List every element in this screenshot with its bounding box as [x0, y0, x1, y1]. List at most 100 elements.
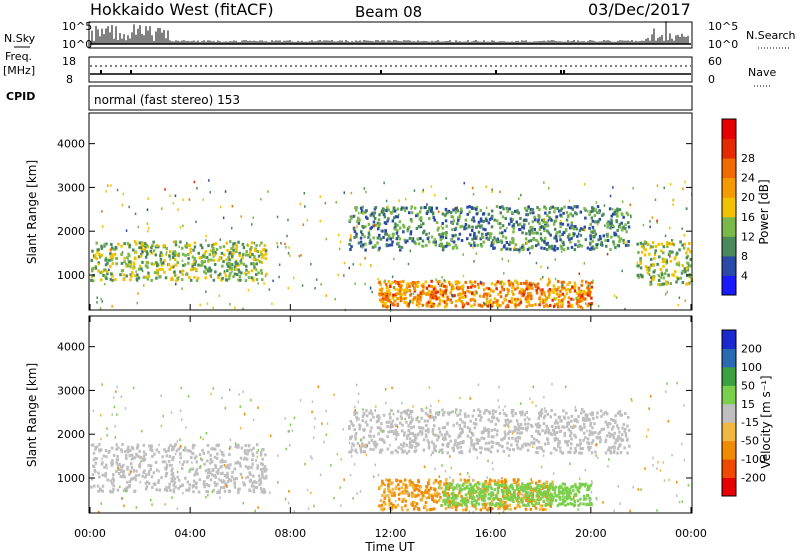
- data-cell: [501, 231, 504, 235]
- data-cell: [443, 284, 446, 288]
- data-cell: [546, 489, 550, 493]
- data-cell: [230, 247, 233, 251]
- data-cell: [419, 223, 423, 227]
- data-cell: [140, 267, 143, 271]
- data-cell: [543, 236, 547, 240]
- data-cell: [489, 232, 492, 236]
- data-cell: [503, 298, 507, 302]
- data-cell: [671, 273, 674, 277]
- data-cell: [147, 472, 151, 476]
- data-cell: [94, 253, 97, 257]
- data-cell: [624, 434, 628, 438]
- data-cell: [434, 444, 437, 448]
- data-cell: [174, 250, 177, 254]
- data-cell: [250, 246, 253, 250]
- data-cell: [596, 411, 599, 415]
- data-cell: [423, 419, 427, 423]
- data-cell: [585, 502, 589, 506]
- data-cell: [171, 467, 174, 471]
- data-cell: [567, 296, 571, 300]
- data-cell: [528, 303, 531, 307]
- data-cell: [250, 269, 254, 273]
- data-cell: [389, 210, 393, 214]
- data-cell: [485, 286, 489, 290]
- data-cell: [616, 244, 620, 247]
- data-cell: [234, 267, 238, 271]
- data-cell: [411, 491, 414, 495]
- data-cell: [441, 293, 445, 297]
- data-cell: [198, 466, 202, 469]
- data-cell: [172, 265, 175, 269]
- data-cell: [111, 305, 113, 308]
- data-cell: [447, 504, 450, 508]
- data-cell: [537, 240, 540, 244]
- data-cell: [471, 414, 475, 418]
- data-cell: [417, 237, 420, 241]
- data-cell: [415, 487, 418, 491]
- noise-right-label: N.Search: [746, 29, 796, 42]
- data-cell: [134, 240, 137, 244]
- data-cell: [570, 485, 573, 489]
- data-cell: [424, 489, 427, 493]
- data-cell: [681, 281, 685, 284]
- data-cell: [491, 303, 494, 307]
- data-cell: [591, 431, 595, 435]
- data-cell: [520, 288, 523, 292]
- data-cell: [504, 294, 508, 298]
- data-cell: [360, 209, 364, 213]
- data-cell: [545, 303, 548, 307]
- data-cell: [220, 464, 223, 468]
- data-cell: [147, 464, 150, 468]
- data-cell: [126, 264, 130, 268]
- data-cell: [567, 205, 570, 209]
- data-cell: [558, 230, 561, 234]
- data-cell: [636, 273, 639, 277]
- data-cell: [472, 219, 476, 223]
- data-cell: [625, 230, 628, 234]
- data-cell: [170, 479, 173, 483]
- data-cell: [184, 446, 187, 450]
- data-cell: [505, 504, 509, 508]
- data-cell: [193, 180, 196, 184]
- data-cell: [172, 201, 175, 205]
- data-cell: [135, 278, 139, 282]
- data-cell: [529, 207, 533, 211]
- data-cell: [376, 236, 380, 240]
- data-cell: [568, 238, 571, 242]
- data-cell: [545, 221, 549, 225]
- freq-dot: [560, 70, 562, 74]
- data-cell: [560, 280, 564, 284]
- data-cell: [350, 216, 353, 220]
- data-cell: [445, 494, 448, 498]
- data-cell: [378, 233, 381, 237]
- data-cell: [672, 243, 676, 247]
- freq-dot: [495, 70, 497, 74]
- data-cell: [526, 213, 530, 217]
- data-cell: [123, 256, 126, 260]
- data-cell: [511, 493, 514, 497]
- data-cell: [169, 443, 172, 447]
- data-cell: [443, 279, 447, 283]
- data-cell: [352, 227, 356, 231]
- data-cell: [546, 491, 550, 495]
- data-cell: [535, 291, 539, 295]
- data-cell: [484, 479, 487, 483]
- data-cell: [126, 480, 129, 484]
- data-cell: [368, 229, 371, 232]
- data-cell: [473, 499, 476, 503]
- data-cell: [403, 300, 406, 304]
- data-cell: [662, 264, 665, 268]
- data-cell: [376, 426, 380, 430]
- data-cell: [200, 458, 204, 462]
- data-cell: [434, 412, 438, 416]
- data-cell: [105, 277, 108, 281]
- data-cell: [536, 206, 539, 210]
- data-cell: [543, 229, 546, 232]
- data-cell: [584, 482, 588, 486]
- data-cell: [354, 206, 356, 210]
- data-cell: [586, 417, 590, 421]
- data-cell: [686, 248, 690, 252]
- data-cell: [432, 418, 436, 422]
- data-cell: [285, 246, 287, 249]
- data-cell: [599, 440, 602, 444]
